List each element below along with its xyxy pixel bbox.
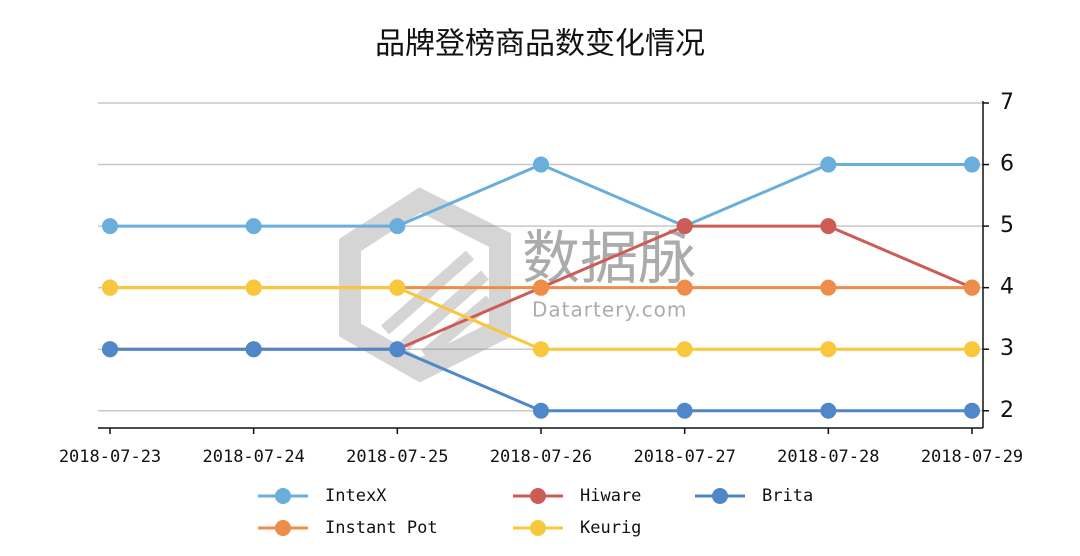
data-point: [389, 218, 406, 235]
watermark: 数据脉 Datartery.com: [339, 187, 696, 383]
data-point: [820, 218, 837, 235]
y-tick-label: 3: [1000, 336, 1014, 361]
data-point: [533, 402, 549, 419]
data-point: [964, 279, 980, 296]
chart-title: 品牌登榜商品数变化情况: [375, 27, 705, 62]
data-point: [102, 218, 118, 235]
data-point: [245, 341, 262, 358]
data-point: [389, 279, 406, 296]
data-point: [964, 341, 980, 358]
data-point: [820, 279, 837, 296]
data-point: [102, 279, 118, 296]
legend-marker: [275, 520, 291, 536]
y-tick-label: 7: [1000, 90, 1014, 115]
y-tick-label: 5: [1000, 213, 1014, 238]
y-tick-label: 4: [1000, 275, 1014, 300]
x-tick-label: 2018-07-23: [59, 447, 161, 467]
data-point: [676, 279, 693, 296]
data-point: [245, 218, 262, 235]
y-tick-label: 6: [1000, 152, 1014, 177]
legend-label: Brita: [762, 486, 813, 506]
legend-marker: [530, 488, 546, 504]
data-point: [676, 218, 693, 235]
series-line: [110, 347, 972, 413]
legend-label: Keurig: [580, 518, 641, 538]
x-tick-label: 2018-07-26: [490, 447, 592, 467]
series-line: [110, 162, 972, 228]
x-tick-label: 2018-07-25: [346, 447, 448, 467]
watermark-logo: [339, 187, 511, 383]
data-point: [389, 341, 406, 358]
legend-marker: [530, 520, 546, 536]
legend-label: Hiware: [580, 486, 641, 506]
data-point: [245, 279, 262, 296]
data-point: [533, 341, 549, 358]
data-point: [533, 279, 549, 296]
data-point: [676, 402, 693, 419]
x-tick-label: 2018-07-29: [921, 447, 1023, 467]
data-point: [964, 402, 980, 419]
data-point: [820, 156, 837, 173]
legend-label: Instant Pot: [325, 518, 438, 538]
data-point: [820, 341, 837, 358]
data-point: [964, 156, 980, 173]
data-point: [820, 402, 837, 419]
legend-label: IntexX: [325, 486, 387, 506]
data-point: [676, 341, 693, 358]
data-point: [533, 156, 549, 173]
x-tick-label: 2018-07-27: [633, 447, 735, 467]
x-tick-label: 2018-07-24: [202, 447, 304, 467]
legend-marker: [712, 488, 728, 504]
watermark-subtext: Datartery.com: [532, 298, 687, 322]
y-tick-label: 2: [1000, 398, 1014, 423]
legend-marker: [275, 488, 291, 504]
data-point: [102, 341, 118, 358]
x-tick-label: 2018-07-28: [777, 447, 879, 467]
